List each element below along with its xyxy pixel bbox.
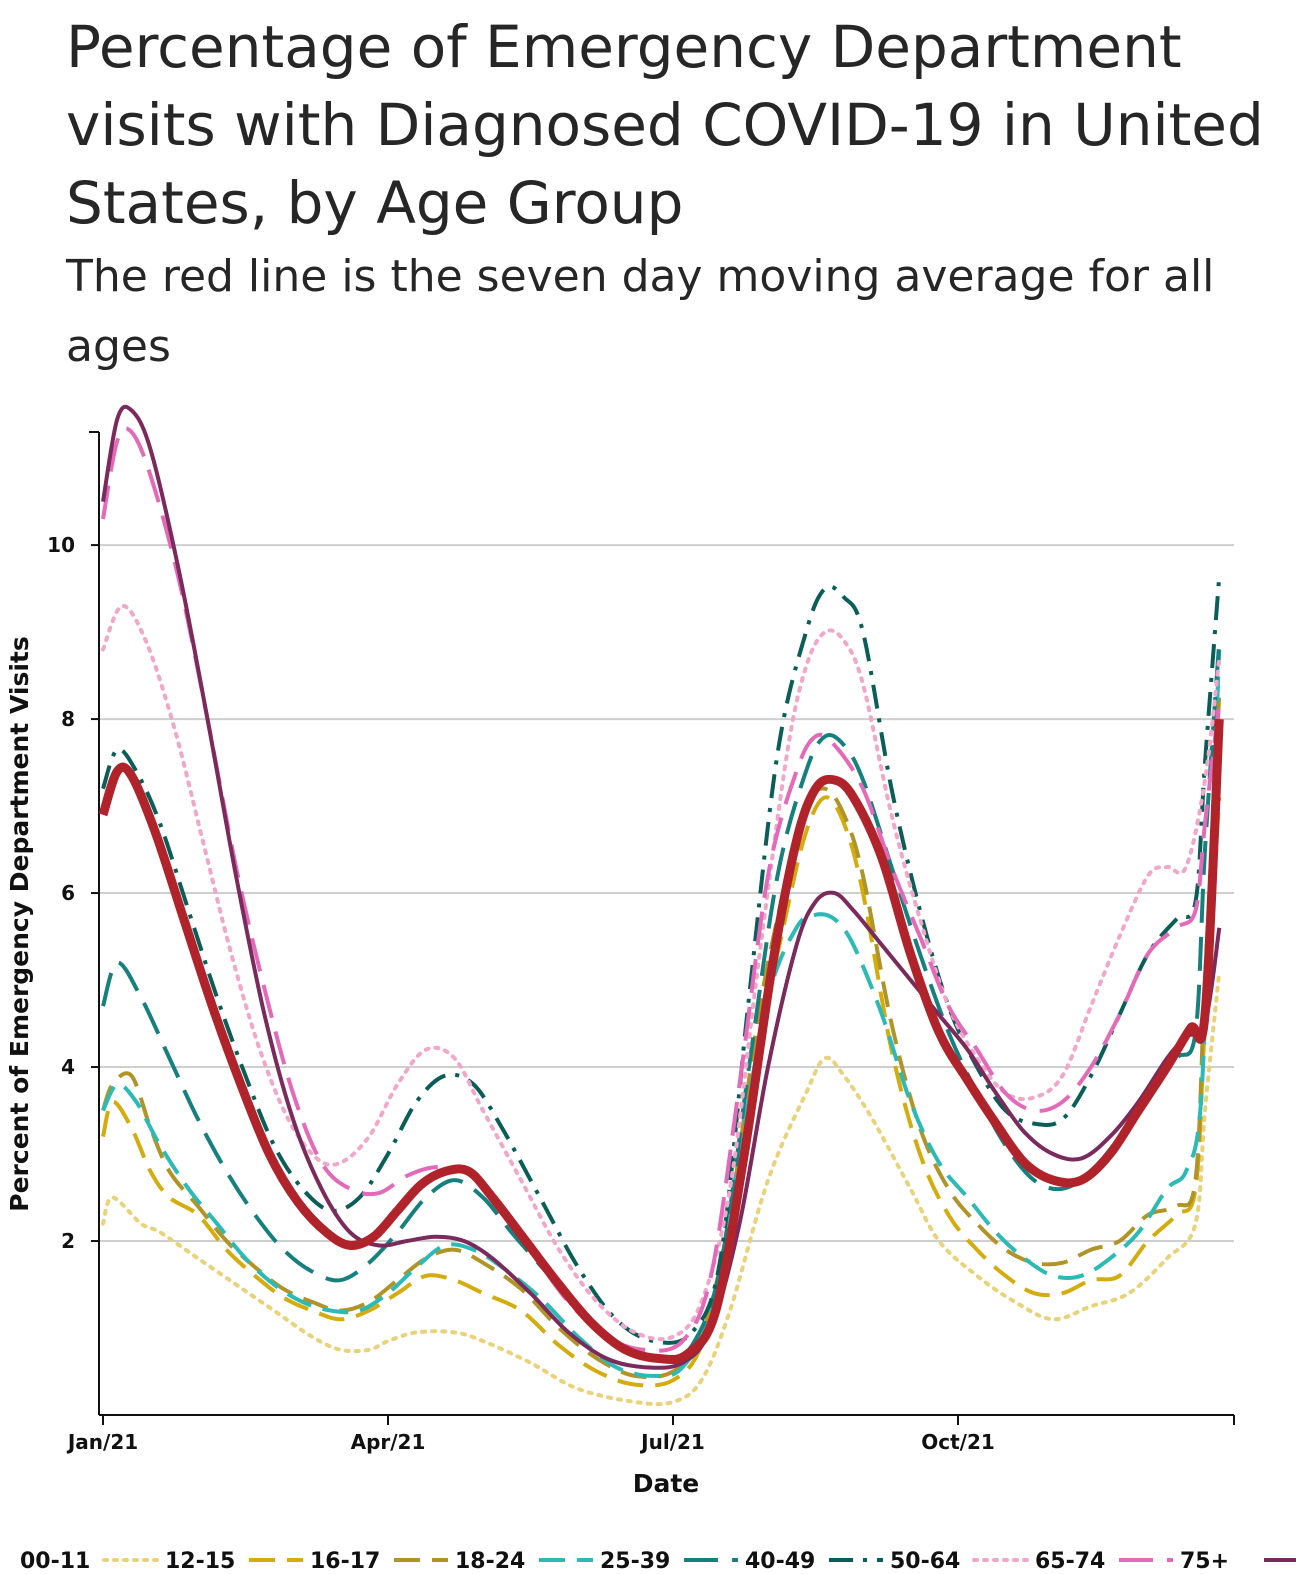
series-line-18-24 [101,649,1222,1379]
legend-label-40-49: 40-49 [745,1549,815,1574]
legend: 00-11 12-15 16-17 18-24 25-39 40-49 50-64 65-74… [20,1549,1296,1574]
y-tick-label: 8 [61,707,75,731]
legend-label-18-24: 18-24 [455,1549,525,1574]
y-tick-label: 6 [61,881,75,905]
chart-title: Percentage of Emergency Department visit… [66,13,1264,237]
legend-label-16-17: 16-17 [310,1549,380,1574]
x-tick-label: Jul/21 [639,1430,705,1454]
axes [89,431,1235,1425]
legend-label-25-39: 25-39 [600,1549,670,1574]
x-tick-label: Jan/21 [66,1430,138,1454]
legend-label-75+: 75+ [1180,1549,1229,1574]
gridlines [99,544,1234,1243]
y-tick-label: 2 [61,1229,75,1253]
legend-label-65-74: 65-74 [1035,1549,1105,1574]
y-axis-title: Percent of Emergency Department Visits [5,636,34,1211]
x-axis-title: Date [633,1469,700,1498]
axis-labels: 2 4 6 8 10 Jan/21 Apr/21 Jul/21 Oct/21 [47,533,995,1454]
legend-label-50-64: 50-64 [890,1549,960,1574]
series-line-65-74 [101,426,1222,1353]
y-tick-label: 4 [61,1055,75,1079]
legend-label-00-11: 00-11 [20,1549,90,1574]
x-tick-label: Oct/21 [921,1430,995,1454]
y-tick-label: 10 [47,533,75,557]
legend-label-12-15: 12-15 [165,1549,235,1574]
series-line-moving-average [98,718,1224,1365]
series-line-40-49 [101,575,1222,1345]
series-line-00-11 [101,969,1222,1407]
series-line-75+ [101,404,1222,1370]
x-tick-label: Apr/21 [351,1430,426,1454]
series-line-25-39 [101,640,1222,1361]
series-lines [98,404,1224,1407]
series-line-12-15 [101,795,1222,1388]
chart-subtitle: The red line is the seven day moving ave… [66,251,1215,372]
series-line-50-64 [101,604,1222,1342]
